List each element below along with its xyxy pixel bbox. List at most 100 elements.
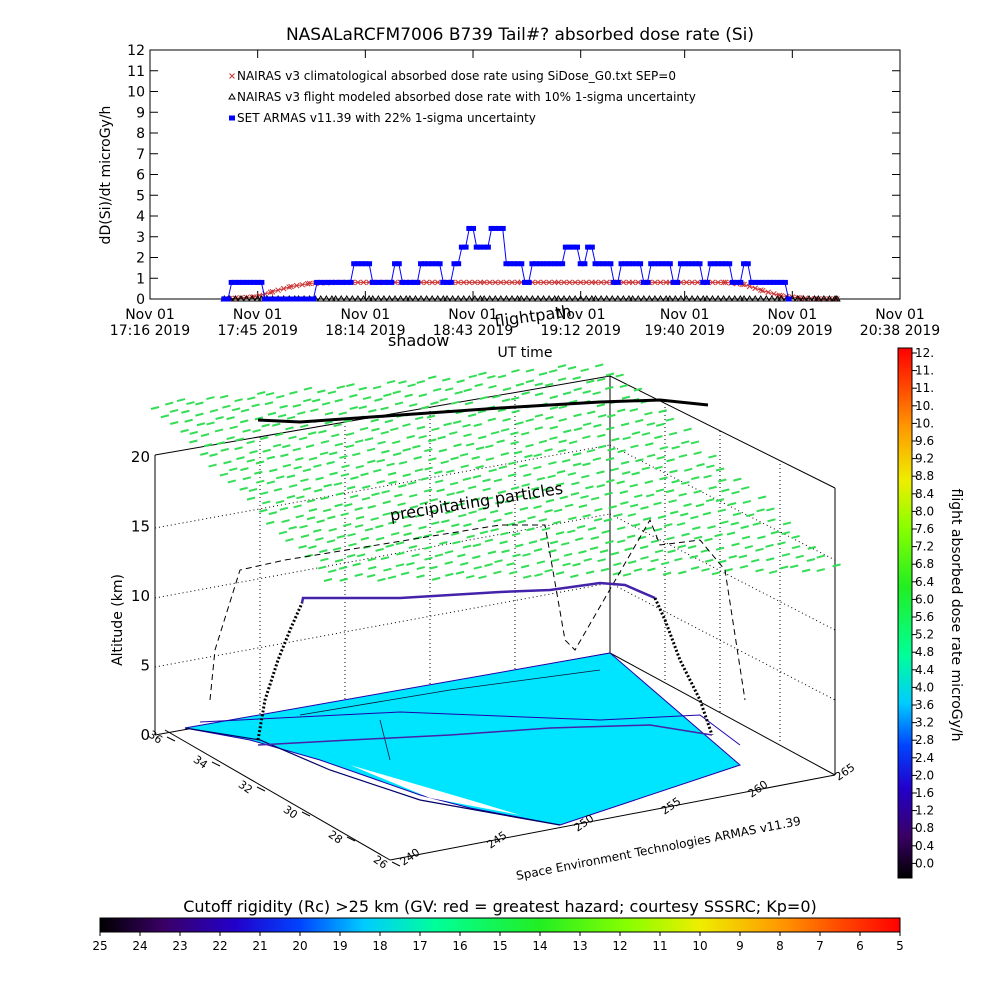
precip-marker: [375, 547, 384, 552]
precip-marker: [343, 522, 352, 527]
latitude-tick-mark: [346, 836, 356, 842]
precip-marker: [624, 547, 633, 552]
precip-marker: [203, 443, 213, 448]
data-point-square: [310, 296, 317, 302]
data-point-square: [276, 296, 283, 302]
precip-marker: [406, 434, 415, 439]
precip-marker: [436, 529, 445, 534]
precip-marker: [801, 568, 811, 573]
precip-marker: [429, 565, 438, 570]
data-point-square: [544, 261, 551, 267]
data-point-triangle: [662, 295, 670, 302]
precip-marker: [732, 512, 742, 517]
precip-marker: [617, 449, 626, 454]
data-point-triangle: [825, 295, 834, 302]
precip-marker: [277, 413, 287, 418]
data-point-square: [692, 261, 699, 267]
data-point-square: [455, 261, 462, 267]
precip-marker: [781, 552, 791, 557]
precip-marker: [338, 565, 348, 570]
data-point-triangle: [443, 295, 451, 302]
precip-marker: [549, 425, 558, 430]
annotation-shadow: shadow: [388, 331, 449, 350]
precip-marker: [489, 509, 499, 514]
data-point-square: [625, 261, 632, 267]
precip-marker: [229, 467, 238, 472]
precip-marker: [568, 516, 577, 521]
data-point-square: [718, 261, 725, 267]
precip-marker: [498, 465, 508, 470]
state-lines: [299, 669, 601, 716]
altitude-tick-label: 15: [131, 518, 150, 536]
precip-marker: [436, 488, 445, 493]
data-point-square: [258, 279, 265, 285]
precip-marker: [573, 413, 582, 418]
data-point-square: [596, 261, 603, 267]
data-point-x: [752, 285, 759, 292]
data-point-square: [592, 261, 599, 267]
precip-marker: [549, 540, 559, 545]
precip-marker: [597, 558, 606, 563]
precip-marker: [150, 406, 160, 410]
precip-marker: [538, 371, 548, 376]
precip-marker: [515, 382, 525, 387]
data-point-triangle: [719, 295, 728, 302]
precip-marker: [292, 447, 302, 452]
shadow-path: [209, 518, 746, 701]
precip-marker: [445, 510, 454, 515]
precip-marker: [252, 428, 261, 433]
data-point-square: [496, 225, 503, 231]
precip-marker: [382, 512, 391, 517]
colorbar-h-tick-label: 13: [572, 939, 587, 953]
precip-marker: [176, 398, 186, 403]
data-point-triangle: [539, 295, 548, 302]
data-point-square: [729, 279, 736, 285]
data-point-square: [510, 261, 517, 267]
x-tick-label-time: 18:43 2019: [433, 323, 513, 339]
precip-marker: [702, 511, 712, 516]
data-point-square: [603, 261, 610, 267]
precip-marker: [714, 533, 723, 538]
precip-marker: [500, 452, 510, 456]
precip-marker: [525, 418, 535, 423]
precip-marker: [169, 408, 179, 413]
data-point-triangle: [528, 295, 537, 302]
precip-marker: [320, 557, 329, 562]
colorbar-h-tick-label: 14: [532, 939, 547, 953]
colorbar-h-tick-label: 15: [492, 939, 507, 953]
data-point-square: [269, 296, 276, 302]
precip-marker: [349, 406, 358, 410]
precip-marker: [347, 532, 356, 537]
data-point-square: [280, 296, 287, 302]
precip-marker: [293, 465, 302, 470]
precip-marker: [744, 545, 754, 550]
precip-marker: [557, 364, 567, 369]
latitude-tick-label: 30: [281, 803, 300, 822]
precip-marker: [568, 440, 578, 445]
precip-marker: [432, 387, 442, 392]
precip-marker: [329, 471, 338, 476]
precip-marker: [606, 479, 615, 483]
precip-marker: [510, 396, 520, 401]
precip-marker: [482, 478, 491, 483]
precip-marker: [474, 383, 483, 388]
data-point-triangle: [348, 295, 357, 302]
data-point-square: [655, 261, 662, 267]
precip-marker: [298, 544, 307, 549]
precip-marker: [265, 391, 275, 396]
precip-marker: [601, 529, 610, 534]
precip-marker: [582, 462, 591, 467]
precip-marker: [251, 403, 260, 408]
precip-marker: [511, 368, 520, 373]
precip-marker: [383, 567, 392, 572]
precip-marker: [302, 486, 312, 491]
colorbar-horizontal-ticks: 25 24 23 22 21 20 19 18 17 16 15 14 13 12 11 10 9 8 7 6 5: [92, 932, 904, 953]
precip-marker: [655, 422, 665, 427]
data-point-triangle: [708, 295, 717, 302]
precip-marker: [463, 388, 472, 393]
precip-marker: [550, 558, 560, 563]
precip-marker: [338, 411, 347, 416]
data-point-triangle: [417, 295, 425, 302]
data-point-square: [507, 261, 514, 267]
